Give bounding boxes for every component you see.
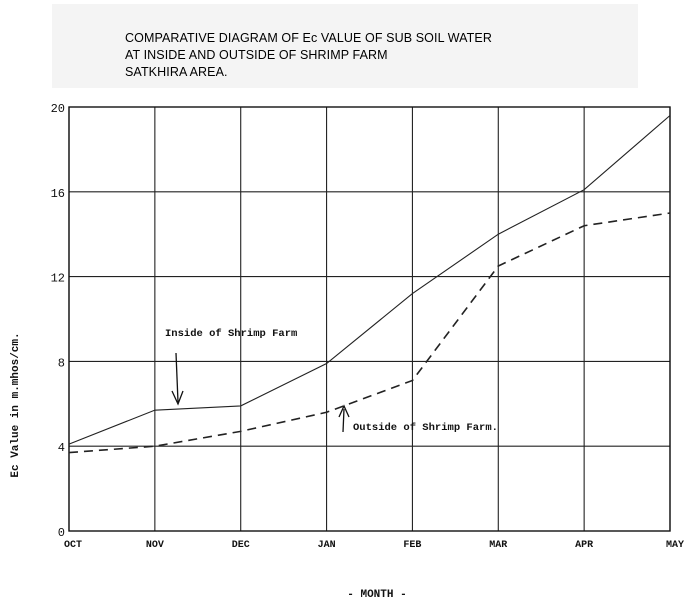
x-tick-feb: FEB bbox=[403, 540, 421, 551]
series-lines bbox=[68, 115, 671, 454]
title-panel: COMPARATIVE DIAGRAM OF Ec VALUE OF SUB S… bbox=[52, 4, 638, 88]
arrow-inside-shrimp-farm bbox=[175, 352, 179, 403]
x-tick-jan: JAN bbox=[318, 540, 336, 551]
x-tick-mar: MAR bbox=[489, 540, 507, 551]
y-tick-4: 4 bbox=[58, 441, 65, 455]
y-tick-12: 12 bbox=[51, 272, 65, 286]
y-tick-labels: 0 4 8 12 16 20 bbox=[51, 102, 65, 540]
annotations: Inside of Shrimp Farm Outside of Shrimp F… bbox=[165, 328, 498, 434]
y-axis-label: Ec Value in m.mhos/cm. bbox=[10, 332, 22, 477]
chart-title-line-1: COMPARATIVE DIAGRAM OF Ec VALUE OF SUB S… bbox=[125, 31, 492, 45]
label-inside-shrimp-farm: Inside of Shrimp Farm bbox=[165, 328, 297, 340]
grid bbox=[68, 106, 671, 532]
chart-title-line-2: AT INSIDE AND OUTSIDE OF SHRIMP FARM bbox=[125, 48, 388, 62]
y-tick-8: 8 bbox=[58, 356, 65, 370]
y-tick-16: 16 bbox=[51, 187, 65, 201]
y-tick-20: 20 bbox=[51, 102, 65, 116]
plot-frame bbox=[68, 106, 671, 532]
x-tick-oct: OCT bbox=[64, 540, 82, 551]
x-tick-labels: OCT NOV DEC JAN FEB MAR APR MAY bbox=[64, 540, 684, 551]
y-tick-0: 0 bbox=[58, 526, 65, 540]
x-tick-apr: APR bbox=[575, 540, 593, 551]
x-tick-nov: NOV bbox=[146, 540, 164, 551]
x-tick-dec: DEC bbox=[232, 540, 250, 551]
arrow-outside-shrimp-farm bbox=[342, 408, 345, 433]
label-outside-shrimp-farm: Outside of Shrimp Farm. bbox=[353, 422, 498, 434]
chart-title-line-3: SATKHIRA AREA. bbox=[125, 65, 228, 79]
series-line-inside bbox=[68, 115, 671, 445]
x-tick-may: MAY bbox=[666, 540, 684, 551]
series-line-outside bbox=[68, 212, 671, 454]
x-axis-label: - MONTH - bbox=[347, 589, 406, 601]
